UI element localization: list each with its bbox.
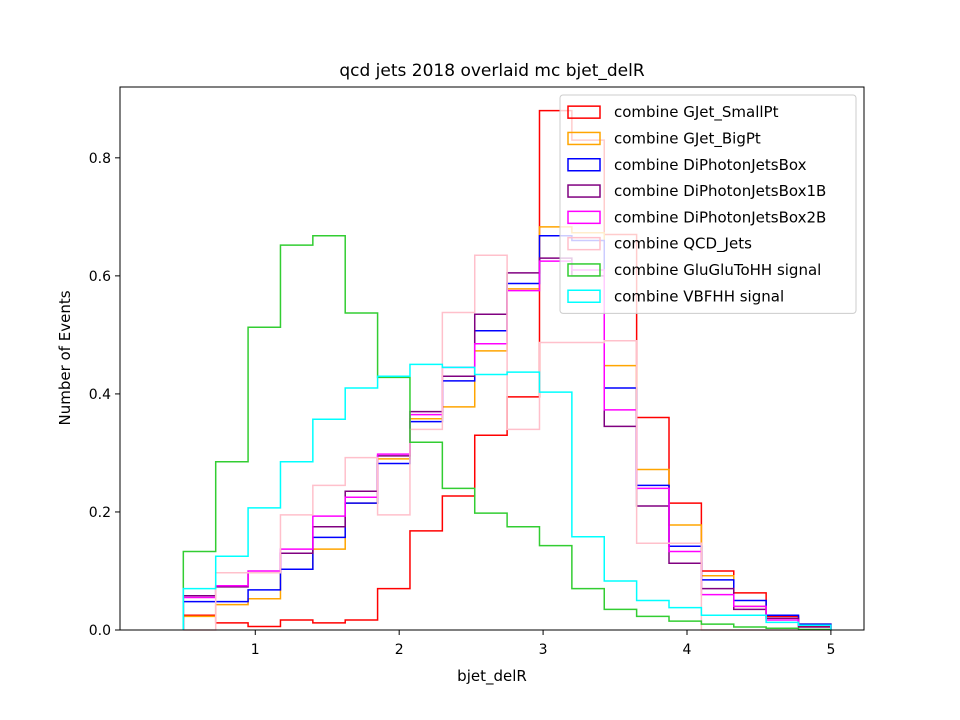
legend-swatch <box>567 105 601 119</box>
chart-title: qcd jets 2018 overlaid mc bjet_delR <box>339 61 644 81</box>
series-line-7 <box>182 363 832 630</box>
legend-label: combine VBFHH signal <box>614 287 784 305</box>
plot-frame <box>119 86 865 631</box>
series-line-6 <box>182 234 832 631</box>
legend-swatch <box>567 236 601 251</box>
x-tick-label: 4 <box>683 642 692 658</box>
legend-label: combine QCD_Jets <box>614 235 752 254</box>
legend-label: combine DiPhotonJetsBox <box>614 156 807 174</box>
legend-swatch <box>567 131 601 146</box>
x-axis-title: bjet_delR <box>457 667 527 686</box>
x-tick-label: 1 <box>251 642 260 658</box>
legend-swatch <box>567 158 601 172</box>
y-axis: 0.0 0.2 0.4 0.6 0.8 <box>89 151 120 639</box>
series-layer <box>182 109 832 631</box>
x-tick-label: 3 <box>539 642 548 658</box>
y-axis-title: Number of Events <box>56 290 74 425</box>
legend-label: combine DiPhotonJetsBox1B <box>614 182 826 200</box>
y-tick-label: 0.8 <box>89 151 111 167</box>
legend-swatch <box>567 289 601 303</box>
series-line-5 <box>183 254 831 631</box>
legend-swatch <box>567 184 601 198</box>
x-axis: 1 2 3 4 5 <box>251 630 835 658</box>
y-tick-label: 0.4 <box>89 387 111 403</box>
legend-label: combine GJet_SmallPt <box>614 103 779 122</box>
legend-label: combine GluGluToHH signal <box>614 261 821 279</box>
legend-box <box>559 94 857 314</box>
y-tick-label: 0.6 <box>89 269 111 285</box>
y-tick-label: 0.2 <box>89 505 111 521</box>
legend-swatch <box>567 263 601 277</box>
legend-label: combine GJet_BigPt <box>614 129 761 148</box>
legend-swatch <box>567 210 601 225</box>
y-tick-label: 0.0 <box>89 623 111 639</box>
legend-label: combine DiPhotonJetsBox2B <box>614 208 826 226</box>
x-tick-label: 5 <box>826 642 835 658</box>
x-tick-label: 2 <box>395 642 404 658</box>
